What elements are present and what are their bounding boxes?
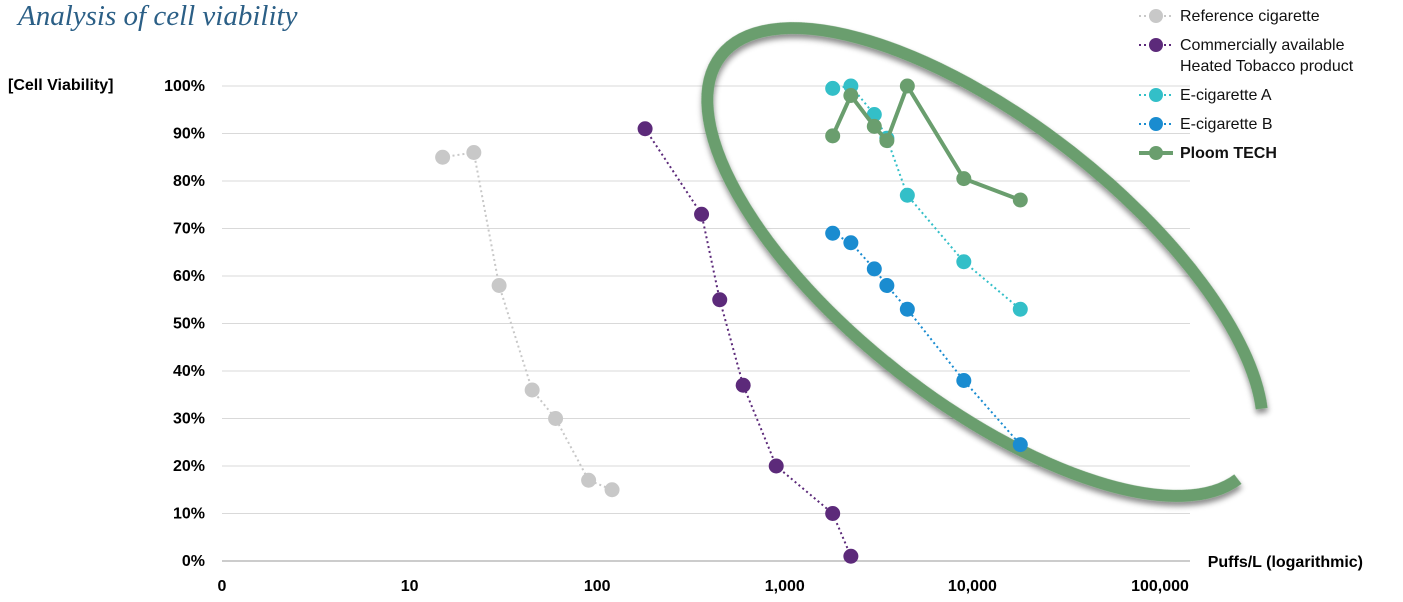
data-point (825, 80, 841, 96)
data-point (899, 301, 915, 317)
data-point (604, 482, 620, 498)
data-point (956, 373, 972, 388)
data-point (694, 206, 710, 222)
y-axis-title: [Cell Viability] (8, 77, 114, 94)
data-point (825, 225, 841, 241)
data-point (768, 458, 784, 474)
legend-icon (1139, 9, 1173, 23)
data-point (843, 548, 859, 564)
data-point (879, 133, 895, 149)
data-point (735, 377, 751, 393)
legend-marker (1149, 38, 1163, 52)
y-tick-label: 70% (173, 221, 205, 238)
y-tick-label: 80% (173, 173, 205, 190)
y-tick-label: 30% (173, 411, 205, 428)
x-axis-title: Puffs/L (logarithmic) (1208, 554, 1363, 571)
legend-label: Commercially available Heated Tobacco pr… (1180, 37, 1354, 75)
highlight-ellipse (701, 22, 1269, 502)
x-tick-label: 100 (584, 578, 611, 595)
legend-item: Reference cigarette (1138, 6, 1390, 27)
data-point (548, 411, 564, 426)
legend-item: Commercially available Heated Tobacco pr… (1138, 35, 1390, 77)
legend-marker (1149, 88, 1163, 102)
legend-item: E-cigarette B (1138, 114, 1390, 135)
data-point (466, 145, 482, 160)
x-tick-label: 10,000 (948, 578, 997, 595)
x-tick-label: 1,000 (765, 578, 805, 595)
y-tick-label: 100% (164, 78, 205, 95)
legend-label: E-cigarette A (1180, 87, 1272, 104)
chart-title: Analysis of cell viability (18, 0, 298, 32)
legend-item: E-cigarette A (1138, 85, 1390, 106)
data-point (435, 149, 451, 165)
legend-marker (1149, 9, 1163, 23)
legend-icon (1139, 146, 1173, 160)
data-point (866, 118, 882, 134)
legend-icon (1139, 88, 1173, 102)
legend-label: E-cigarette B (1180, 116, 1273, 133)
data-point (524, 382, 540, 398)
y-tick-label: 0% (182, 553, 205, 570)
series-line (644, 128, 852, 557)
highlight-ring (701, 22, 1269, 502)
y-tick-label: 50% (173, 316, 205, 333)
y-tick-label: 20% (173, 458, 205, 475)
data-point (843, 235, 859, 251)
legend-icon (1139, 117, 1173, 131)
legend-icon (1139, 38, 1173, 52)
y-tick-label: 90% (173, 126, 205, 143)
plot-area: 0% 10% 20% 30% 40% 50% 60% 70% 80% 90% 100% 0 10 100 1… (164, 78, 1190, 595)
data-point (825, 506, 841, 521)
data-point (825, 128, 841, 144)
data-point (956, 254, 972, 270)
y-tick-label: 10% (173, 506, 205, 523)
data-point (1012, 192, 1028, 208)
data-point (1012, 437, 1028, 453)
legend-marker (1149, 117, 1163, 131)
data-point (879, 278, 895, 293)
series-line (442, 151, 613, 491)
x-tick-label: 10 (401, 578, 419, 595)
data-point (956, 171, 972, 187)
data-point (1012, 301, 1028, 317)
data-point (491, 278, 507, 293)
legend-label: Reference cigarette (1180, 8, 1320, 25)
legend-item: Ploom TECH (1138, 143, 1390, 164)
data-point (581, 472, 597, 488)
data-point (866, 261, 882, 277)
x-tick-label: 100,000 (1131, 578, 1189, 595)
legend-marker (1149, 146, 1163, 160)
data-point (712, 292, 728, 308)
y-tick-label: 40% (173, 363, 205, 380)
legend-label: Ploom TECH (1180, 145, 1277, 162)
data-point (637, 121, 653, 137)
data-point (899, 78, 915, 94)
data-point (899, 187, 915, 203)
data-point (843, 88, 859, 103)
series-layer (435, 78, 1028, 564)
x-tick-label: 0 (218, 578, 227, 595)
y-tick-label: 60% (173, 268, 205, 285)
